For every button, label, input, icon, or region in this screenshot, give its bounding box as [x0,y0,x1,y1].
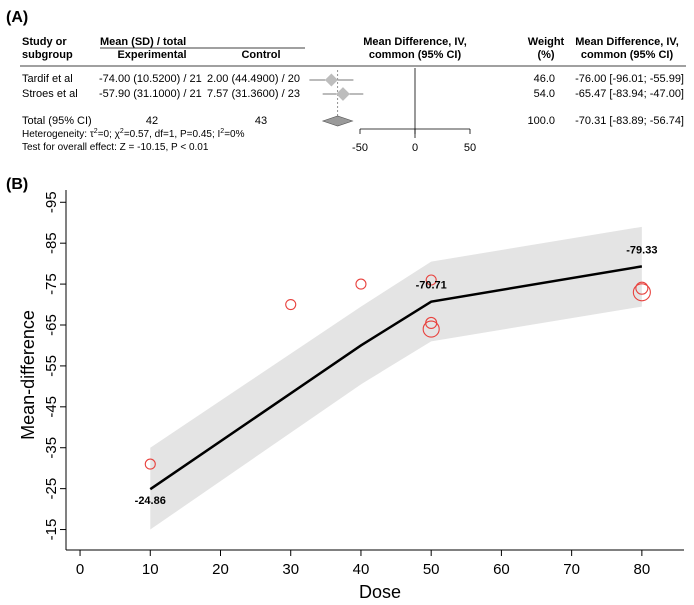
x-tick-label: 0 [76,561,84,578]
data-point [355,278,367,290]
forest-plot-panel: (A) Study or subgroup Mean (SD) / total … [6,9,686,154]
header-weight: Weight [528,36,565,48]
header-mean-sd-total: Mean (SD) / total [100,36,186,48]
forest-study-marker [324,73,338,87]
y-tick-label: -85 [43,232,60,254]
forest-axis-tick-label: -50 [352,142,368,154]
total-control-n: 43 [255,115,267,127]
forest-graphic: -50 0 50 [309,68,476,154]
x-tick-label: 70 [563,561,580,578]
ci-band [150,226,642,530]
y-tick-label: -25 [43,478,60,500]
x-tick-label: 20 [212,561,229,578]
study-row-tardif: Tardif et al -74.00 (10.5200) / 21 2.00 … [22,73,684,85]
data-point [632,283,651,302]
header-study: Study or [22,36,67,48]
data-point [635,281,649,295]
dose-response-panel: (B) 0 10 20 30 40 50 60 70 80 -15 -25 -35 -45 -55 -65 -… [6,176,684,602]
header-control: Control [241,49,280,61]
header-md-ci: common (95% CI) [369,49,462,61]
y-tick-label: -95 [43,191,60,213]
header-mdci: Mean Difference, IV, [575,36,679,48]
study-row-stroes: Stroes et al -57.90 (31.1000) / 21 7.57 … [22,88,684,100]
fit-line [149,265,643,491]
x-tick-label: 10 [142,561,159,578]
total-ci: -70.31 [-83.89; -56.74] [575,115,684,127]
fit-value-label: -79.33 [626,244,657,256]
heterogeneity-text: Heterogeneity: τ2=0; χ2=0.57, df=1, P=0.… [22,128,245,140]
study-experimental: -74.00 (10.5200) / 21 [99,73,202,85]
y-tick-label: -15 [43,519,60,541]
data-point [285,298,297,311]
total-label: Total (95% CI) [22,115,92,127]
study-ci: -65.47 [-83.94; -47.00] [575,88,684,100]
header-experimental: Experimental [117,49,186,61]
study-weight: 54.0 [534,88,555,100]
data-point [422,320,440,338]
study-control: 7.57 (31.3600) / 23 [207,88,300,100]
study-name: Stroes et al [22,88,78,100]
data-point [144,458,156,470]
header-subgroup: subgroup [22,49,73,61]
study-control: 2.00 (44.4900) / 20 [207,73,300,85]
fit-value-label: -70.71 [416,280,447,292]
y-tick-label: -65 [43,314,60,336]
y-tick-label: -35 [43,437,60,459]
panel-b-label: (B) [6,176,28,193]
y-tick-label: -55 [43,355,60,377]
x-tick-label: 60 [493,561,510,578]
dose-response-chart: 0 10 20 30 40 50 60 70 80 -15 -25 -35 -45 -55 -65 -75 -8… [43,190,684,578]
forest-study-marker [336,87,350,101]
x-tick-label: 80 [634,561,651,578]
y-tick-label: -75 [43,273,60,295]
y-tick-label: -45 [43,396,60,418]
data-point [425,274,437,286]
total-row: Total (95% CI) 42 43 100.0 -70.31 [-83.8… [22,115,684,127]
total-experimental-n: 42 [146,115,158,127]
header-md: Mean Difference, IV, [363,36,467,48]
study-name: Tardif et al [22,73,73,85]
y-axis-label: Mean-difference [18,310,38,440]
x-tick-label: 30 [282,561,299,578]
study-experimental: -57.90 (31.1000) / 21 [99,88,202,100]
panel-a-label: (A) [6,9,28,26]
total-weight: 100.0 [527,115,555,127]
forest-axis-tick-label: 50 [464,142,476,154]
x-tick-label: 50 [423,561,440,578]
overall-effect-text: Test for overall effect: Z = -10.15, P <… [22,142,209,153]
study-ci: -76.00 [-96.01; -55.99] [575,73,684,85]
forest-pooled-diamond [321,115,354,127]
forest-axis-tick-label: 0 [412,142,418,154]
header-weight-pct: (%) [537,49,554,61]
fit-value-label: -24.86 [135,495,166,507]
study-weight: 46.0 [534,73,555,85]
x-tick-label: 40 [353,561,370,578]
x-axis-label: Dose [359,582,401,602]
header-mdci-ci: common (95% CI) [581,49,674,61]
